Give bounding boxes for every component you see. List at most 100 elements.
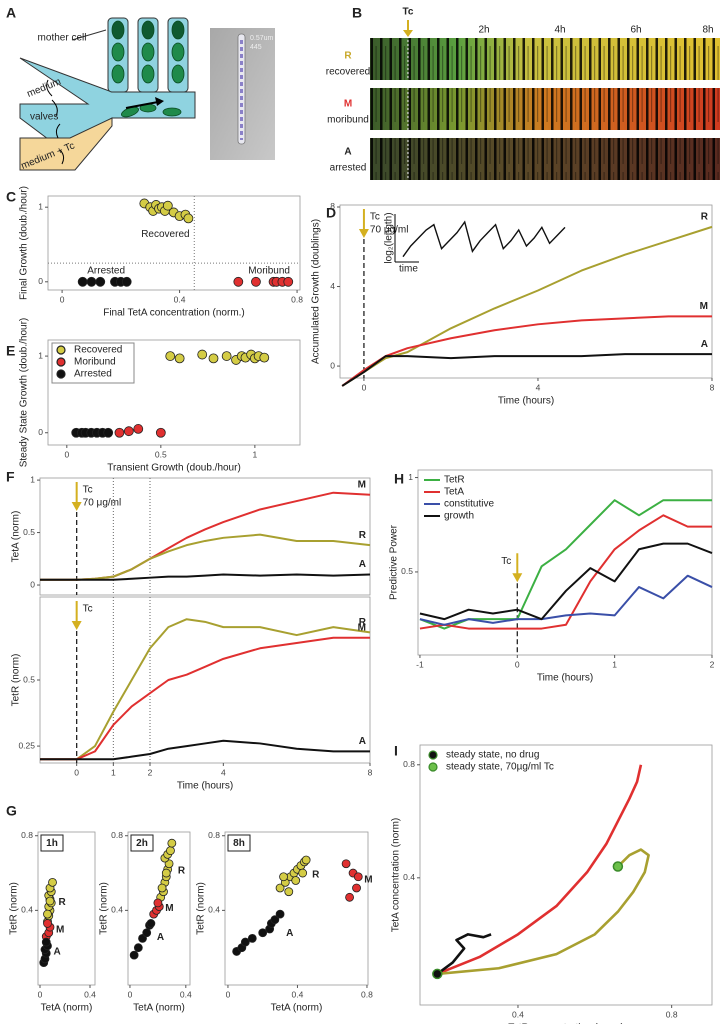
y-tick-label: 0 [38,427,43,437]
data-point [353,872,363,882]
data-line [40,573,371,581]
legend-label: TetA [444,487,464,498]
data-point [279,872,288,882]
data-point [157,883,167,893]
series-label: R [359,617,367,628]
y-tick-label: 0.8 [208,830,220,840]
legend-marker [56,369,66,379]
x-tick-label: 1 [252,449,257,459]
data-point [432,968,443,980]
data-point [146,919,156,928]
legend-label: growth [444,511,474,522]
legend-label: Arrested [74,369,112,380]
series-label: R [178,865,186,876]
data-line [40,618,371,761]
y-tick-label: 0.5 [23,674,35,684]
panel-label: F [6,469,15,485]
plot-frame [127,831,191,986]
data-point [103,427,114,438]
row-name: recovered [326,67,370,78]
data-point [123,426,134,437]
data-point [41,937,51,947]
x-axis-label: TetA (norm) [41,1003,93,1014]
inset-x-label: time [399,264,418,275]
x-tick-label: -1 [416,659,424,669]
plot-frame [37,831,96,986]
y-axis-label: TetA (norm) [11,511,22,563]
x-axis-label: Time (hours) [498,396,554,407]
data-point [284,887,294,897]
data-point [345,892,354,902]
data-point [298,868,308,878]
tc-dose: 70 μg/ml [83,498,122,509]
data-point [142,928,152,938]
y-tick-label: 0.5 [401,566,413,576]
diagram-label: mother cell [38,33,87,44]
tc-arrowhead [358,229,369,238]
legend-box [51,342,135,384]
x-tick-label: 0 [515,659,520,669]
data-point [161,868,171,878]
series-label: M [358,479,366,490]
data-point [48,877,57,887]
y-tick-label: 0 [38,276,43,286]
x-tick-label: 0 [38,989,43,999]
kymograph-strips [370,20,720,182]
tc-label: Tc [370,212,380,223]
series-label: M [700,301,708,312]
y-axis-label: Accumulated Growth (doublings) [311,219,322,364]
data-point [121,276,132,287]
plot-frame [47,195,301,291]
data-point [133,943,143,953]
data-point [259,352,270,363]
tc-dose: 70 μg/ml [370,225,409,236]
data-point [612,861,624,872]
x-axis-label: Final TetA concentration (norm.) [103,308,245,319]
data-line [419,542,713,621]
series-label: A [701,339,708,350]
y-axis-label: Steady State Growth (doub./hour) [19,318,30,468]
y-tick-label: 0.4 [111,905,123,915]
data-point [153,898,163,908]
y-tick-label: 4 [330,281,335,291]
data-point [197,349,208,360]
x-axis-label: TetA (norm) [271,1003,323,1014]
x-tick-label: 0.8 [666,1009,678,1019]
y-axis-label: Final Growth (doub./hour) [19,186,30,300]
data-point [129,950,139,960]
data-point [166,846,175,856]
tc-arrowhead [71,621,82,630]
x-tick-label: 0 [362,382,367,392]
y-axis-label: TetR (norm) [11,654,22,707]
data-line [341,353,712,387]
y-tick-label: 0.25 [18,740,35,750]
tc-label: Tc [83,604,93,615]
data-point [352,883,361,893]
y-tick-label: 0.4 [403,872,415,882]
data-point [291,876,301,885]
y-tick-label: 0.4 [21,905,33,915]
legend-label: Recovered [74,345,122,356]
x-tick-label: 0 [74,767,79,777]
x-tick-label: 0.4 [180,989,192,999]
data-point [133,424,144,434]
time-label: 6h [630,25,641,36]
data-line [40,739,370,761]
row-name: moribund [327,115,369,126]
y-tick-label: 1 [30,474,35,484]
x-tick-label: 0 [64,449,69,459]
x-tick-label: 1 [612,659,617,669]
panel-label: C [6,189,16,205]
series-label: R [59,897,67,908]
data-point [208,353,219,364]
y-tick-label: 0 [30,579,35,589]
data-line [341,315,712,387]
y-axis-label: TetR (norm) [9,882,20,935]
panel-label: H [394,471,404,487]
plot-frame [47,339,301,446]
series-label: A [54,947,61,958]
y-tick-label: 8 [330,201,335,211]
x-tick-label: 1 [111,767,116,777]
legend-label: TetR [444,475,465,486]
tc-label: Tc [403,7,414,18]
